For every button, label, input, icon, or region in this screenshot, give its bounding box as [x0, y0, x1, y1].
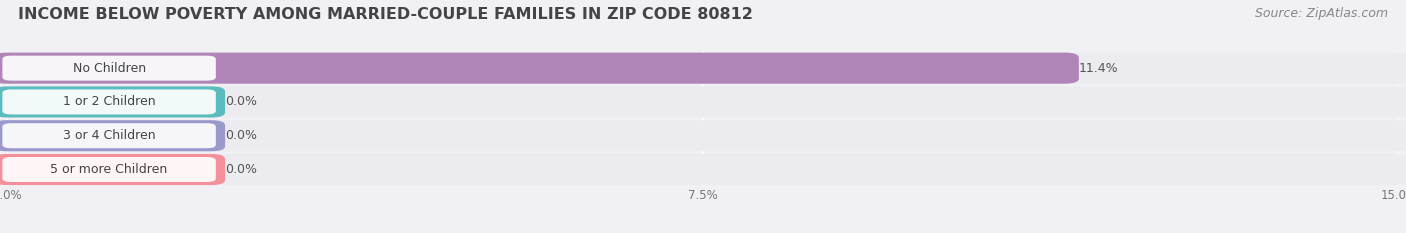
Text: Source: ZipAtlas.com: Source: ZipAtlas.com [1254, 7, 1388, 20]
Text: 5 or more Children: 5 or more Children [51, 163, 167, 176]
Text: 0.0%: 0.0% [225, 129, 257, 142]
FancyBboxPatch shape [0, 120, 225, 151]
FancyBboxPatch shape [3, 157, 217, 182]
Text: 3 or 4 Children: 3 or 4 Children [63, 129, 156, 142]
Text: 1 or 2 Children: 1 or 2 Children [63, 96, 156, 108]
FancyBboxPatch shape [3, 123, 217, 148]
FancyBboxPatch shape [0, 53, 1406, 84]
FancyBboxPatch shape [0, 154, 225, 185]
FancyBboxPatch shape [3, 89, 217, 114]
FancyBboxPatch shape [0, 120, 1406, 151]
Text: 0.0%: 0.0% [225, 96, 257, 108]
Text: INCOME BELOW POVERTY AMONG MARRIED-COUPLE FAMILIES IN ZIP CODE 80812: INCOME BELOW POVERTY AMONG MARRIED-COUPL… [18, 7, 754, 22]
Text: 11.4%: 11.4% [1078, 62, 1118, 75]
FancyBboxPatch shape [0, 154, 1406, 185]
Text: No Children: No Children [73, 62, 146, 75]
FancyBboxPatch shape [0, 53, 1078, 84]
Text: 0.0%: 0.0% [225, 163, 257, 176]
FancyBboxPatch shape [0, 86, 1406, 117]
FancyBboxPatch shape [0, 86, 225, 117]
FancyBboxPatch shape [3, 56, 217, 81]
